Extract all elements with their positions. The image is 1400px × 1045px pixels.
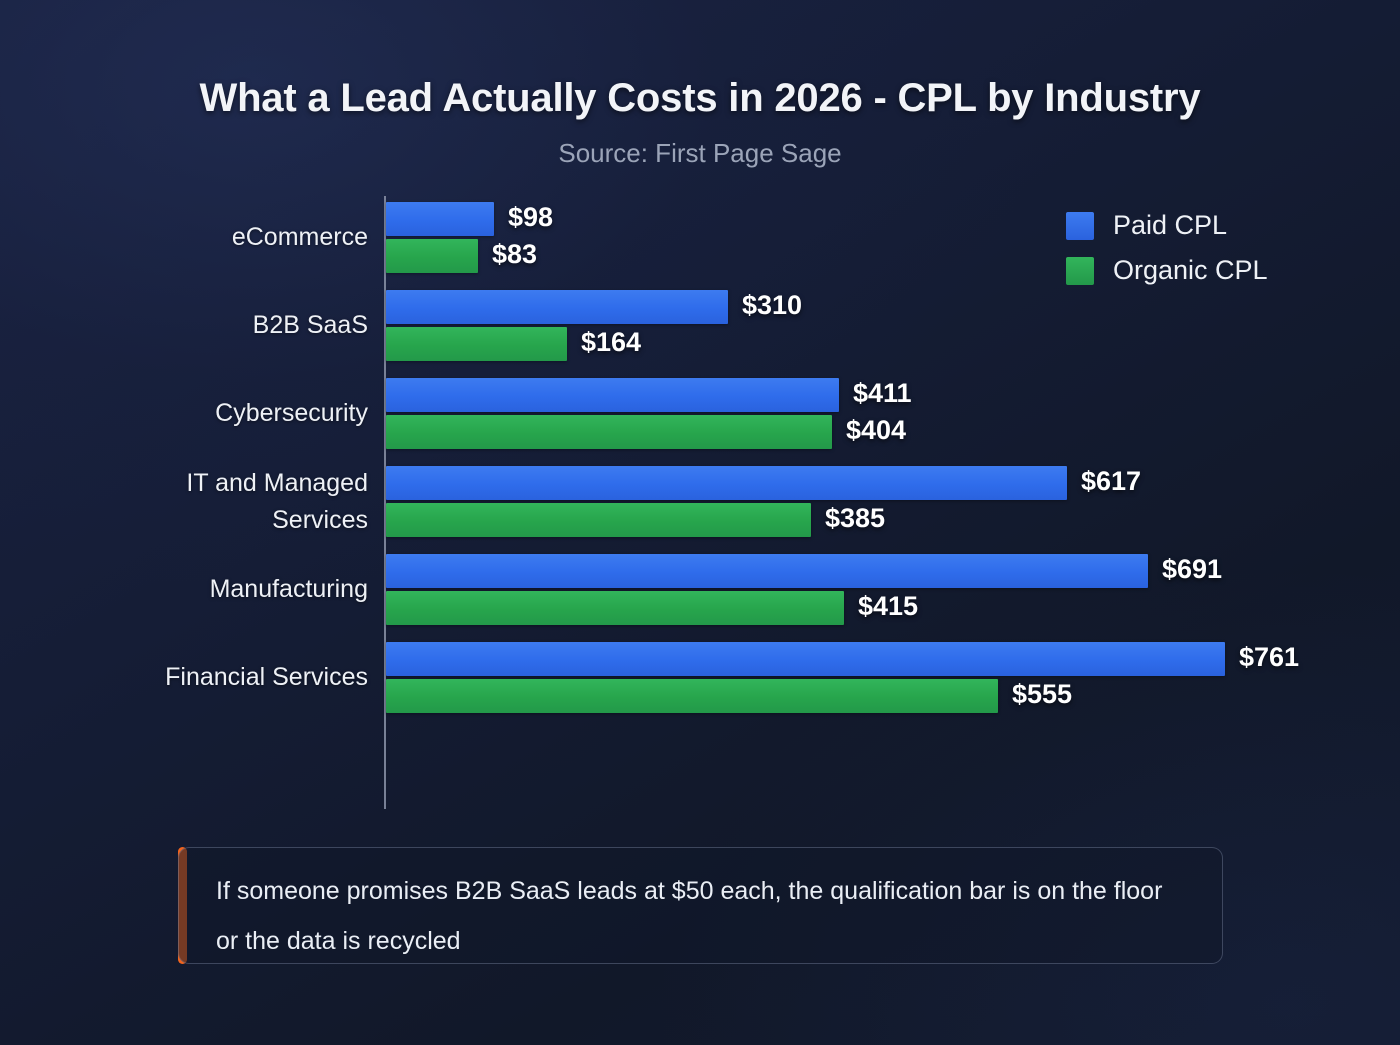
legend-label-organic: Organic CPL <box>1113 255 1268 285</box>
bar-organic[interactable] <box>386 503 811 537</box>
callout-text: If someone promises B2B SaaS leads at $5… <box>216 877 1163 955</box>
bar-organic[interactable] <box>386 239 478 273</box>
chart-title: What a Lead Actually Costs in 2026 - CPL… <box>199 76 1201 120</box>
bar-paid[interactable] <box>386 290 728 324</box>
bar-paid[interactable] <box>386 554 1148 588</box>
legend-label-paid: Paid CPL <box>1113 210 1228 240</box>
bar-value-label: $761 <box>1239 642 1300 672</box>
bar-organic[interactable] <box>386 415 832 449</box>
category-label: Manufacturing <box>209 575 368 603</box>
bar-value-label: $691 <box>1162 554 1223 584</box>
bar-value-label: $555 <box>1012 679 1073 709</box>
category-label: Financial Services <box>165 663 368 691</box>
bar-value-label: $385 <box>825 503 886 533</box>
bar-value-label: $617 <box>1081 466 1142 496</box>
category-label: Cybersecurity <box>215 399 368 427</box>
bar-value-label: $411 <box>853 378 912 408</box>
bar-value-label: $98 <box>508 202 554 232</box>
chart-subtitle-source: Source: First Page Sage <box>558 138 842 168</box>
bar-paid[interactable] <box>386 202 494 236</box>
category-label: IT and Managed Services <box>186 468 368 534</box>
category-label: B2B SaaS <box>252 311 368 339</box>
legend-item-paid-cpl[interactable]: Paid CPL <box>1066 203 1268 248</box>
bar-paid[interactable] <box>386 378 839 412</box>
y-axis-line <box>384 196 386 809</box>
legend-swatch-organic-icon <box>1066 256 1094 285</box>
bar-value-label: $404 <box>846 415 907 445</box>
bar-organic[interactable] <box>386 591 844 625</box>
legend-item-organic-cpl[interactable]: Organic CPL <box>1066 248 1268 293</box>
bar-value-label: $310 <box>742 290 803 320</box>
bar-value-label: $164 <box>581 327 642 357</box>
category-label: eCommerce <box>231 223 368 251</box>
bar-value-label: $83 <box>492 239 538 269</box>
bar-paid[interactable] <box>386 642 1225 676</box>
bar-value-label: $415 <box>858 591 919 621</box>
legend-swatch-paid-icon <box>1066 211 1094 240</box>
bar-organic[interactable] <box>386 679 998 713</box>
callout-box <box>178 847 1223 964</box>
bar-organic[interactable] <box>386 327 567 361</box>
bar-paid[interactable] <box>386 466 1067 500</box>
chart-legend: Paid CPL Organic CPL <box>1066 203 1268 293</box>
